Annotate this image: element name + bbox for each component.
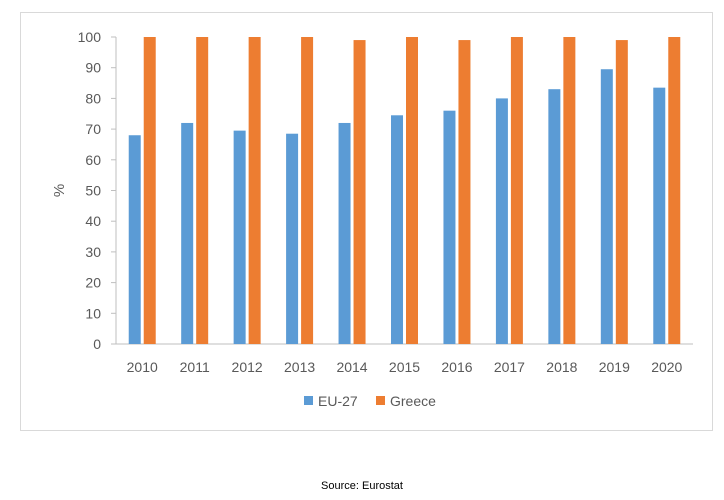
- bar-eu-27-2014: [338, 122, 351, 345]
- bar-greece-2020: [668, 37, 681, 344]
- bar-eu-27-2011: [181, 122, 194, 345]
- y-tick-label: 90: [85, 60, 101, 76]
- bar-eu-27-2010: [128, 135, 141, 344]
- y-tick-label: 40: [85, 213, 101, 229]
- y-tick-label: 50: [85, 183, 101, 199]
- x-tick-label: 2011: [180, 359, 210, 375]
- bar-chart: 0 10 20 30 40 50 60 70 80 90 100% 2010 2011 2012 2013 2…: [51, 29, 693, 409]
- y-axis-title: %: [51, 184, 68, 197]
- legend-label: EU-27: [318, 393, 358, 409]
- bar-greece-2013: [301, 37, 314, 344]
- x-tick-label: 2015: [389, 359, 420, 375]
- bar-eu-27-2020: [653, 87, 666, 344]
- y-tick-label: 0: [93, 336, 101, 352]
- bar-eu-27-2015: [391, 115, 403, 344]
- chart-frame: 0 10 20 30 40 50 60 70 80 90 100% 2010 2011 2012 2013 2…: [20, 12, 713, 431]
- x-tick-label: 2014: [336, 359, 367, 375]
- bar-greece-2017: [510, 37, 523, 344]
- y-tick-label: 80: [85, 90, 101, 106]
- y-tick-label: 60: [85, 152, 101, 168]
- bar-eu-27-2013: [286, 133, 299, 344]
- x-tick-label: 2017: [494, 359, 525, 375]
- bar-eu-27-2019: [600, 69, 613, 345]
- x-tick-label: 2020: [651, 359, 682, 375]
- bar-greece-2018: [563, 37, 576, 344]
- y-tick-label: 20: [85, 275, 101, 291]
- legend-label: Greece: [390, 393, 436, 409]
- bar-eu-27-2016: [443, 110, 456, 345]
- bar-eu-27-2018: [548, 89, 561, 344]
- bar-greece-2019: [615, 40, 628, 344]
- bar-greece-2011: [196, 37, 209, 344]
- x-tick-label: 2018: [546, 359, 577, 375]
- x-tick-label: 2012: [232, 359, 263, 375]
- bar-greece-2012: [248, 37, 261, 344]
- bar-eu-27-2012: [233, 130, 246, 344]
- x-tick-label: 2019: [599, 359, 630, 375]
- y-tick-label: 100: [78, 29, 102, 45]
- y-tick-label: 10: [85, 305, 101, 321]
- source-note: Source: Eurostat: [321, 480, 403, 492]
- bar-greece-2015: [406, 37, 418, 344]
- bar-greece-2016: [458, 40, 471, 344]
- x-tick-label: 2016: [441, 359, 472, 375]
- y-tick-label: 30: [85, 244, 101, 260]
- bar-eu-27-2017: [495, 98, 508, 345]
- x-tick-label: 2010: [127, 359, 158, 375]
- x-tick-label: 2013: [284, 359, 315, 375]
- legend-swatch-eu-27: [304, 396, 313, 405]
- legend-swatch-greece: [376, 396, 385, 405]
- bar-greece-2014: [353, 40, 366, 344]
- bar-greece-2010: [143, 37, 156, 344]
- y-tick-label: 70: [85, 121, 101, 137]
